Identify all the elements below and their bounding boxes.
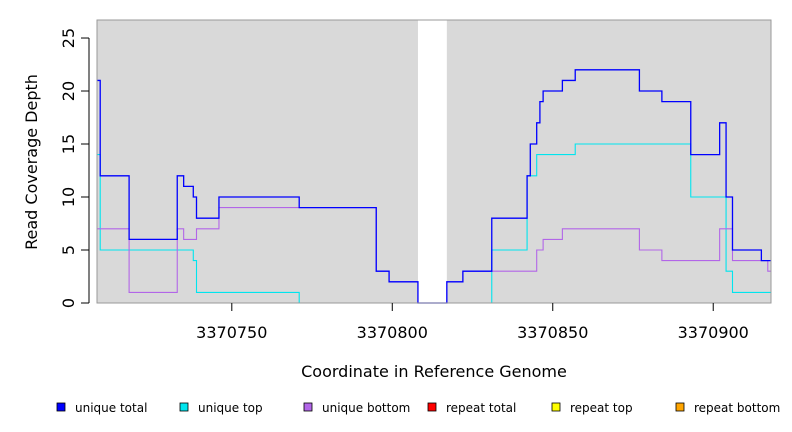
y-tick-label: 20 [59,81,78,101]
y-tick-label: 15 [59,134,78,154]
y-tick-label: 25 [59,28,78,48]
legend-swatch-unique-top [179,402,189,412]
legend-label-repeat-bottom: repeat bottom [694,401,780,415]
x-axis-title: Coordinate in Reference Genome [301,362,567,381]
x-axis: 3370750 3370800 3370850 3370900 [196,303,749,342]
y-axis: 0 5 10 15 20 25 [59,28,90,308]
x-tick-label: 3370900 [678,323,749,342]
legend-label-repeat-top: repeat top [570,401,633,415]
x-tick-label: 3370800 [357,323,428,342]
legend-swatch-repeat-bottom [675,402,685,412]
gap-region [417,20,447,303]
legend-swatch-unique-total [56,402,66,412]
legend-label-repeat-total: repeat total [446,401,516,415]
y-tick-label: 10 [59,187,78,207]
legend-label-unique-top: unique top [198,401,263,415]
x-tick-label: 3370850 [517,323,588,342]
legend-swatch-repeat-total [427,402,437,412]
legend-swatch-unique-bottom [303,402,313,412]
y-axis-title: Read Coverage Depth [22,74,41,250]
plot-frame [96,19,772,304]
legend: unique total unique top unique bottom repea… [56,401,780,415]
y-tick-label: 5 [59,245,78,255]
legend-swatch-repeat-top [551,402,561,412]
legend-label-unique-total: unique total [75,401,147,415]
series-line-unique-total [97,69,771,304]
x-tick-label: 3370750 [196,323,267,342]
y-tick-label: 0 [59,298,78,308]
legend-label-unique-bottom: unique bottom [322,401,410,415]
